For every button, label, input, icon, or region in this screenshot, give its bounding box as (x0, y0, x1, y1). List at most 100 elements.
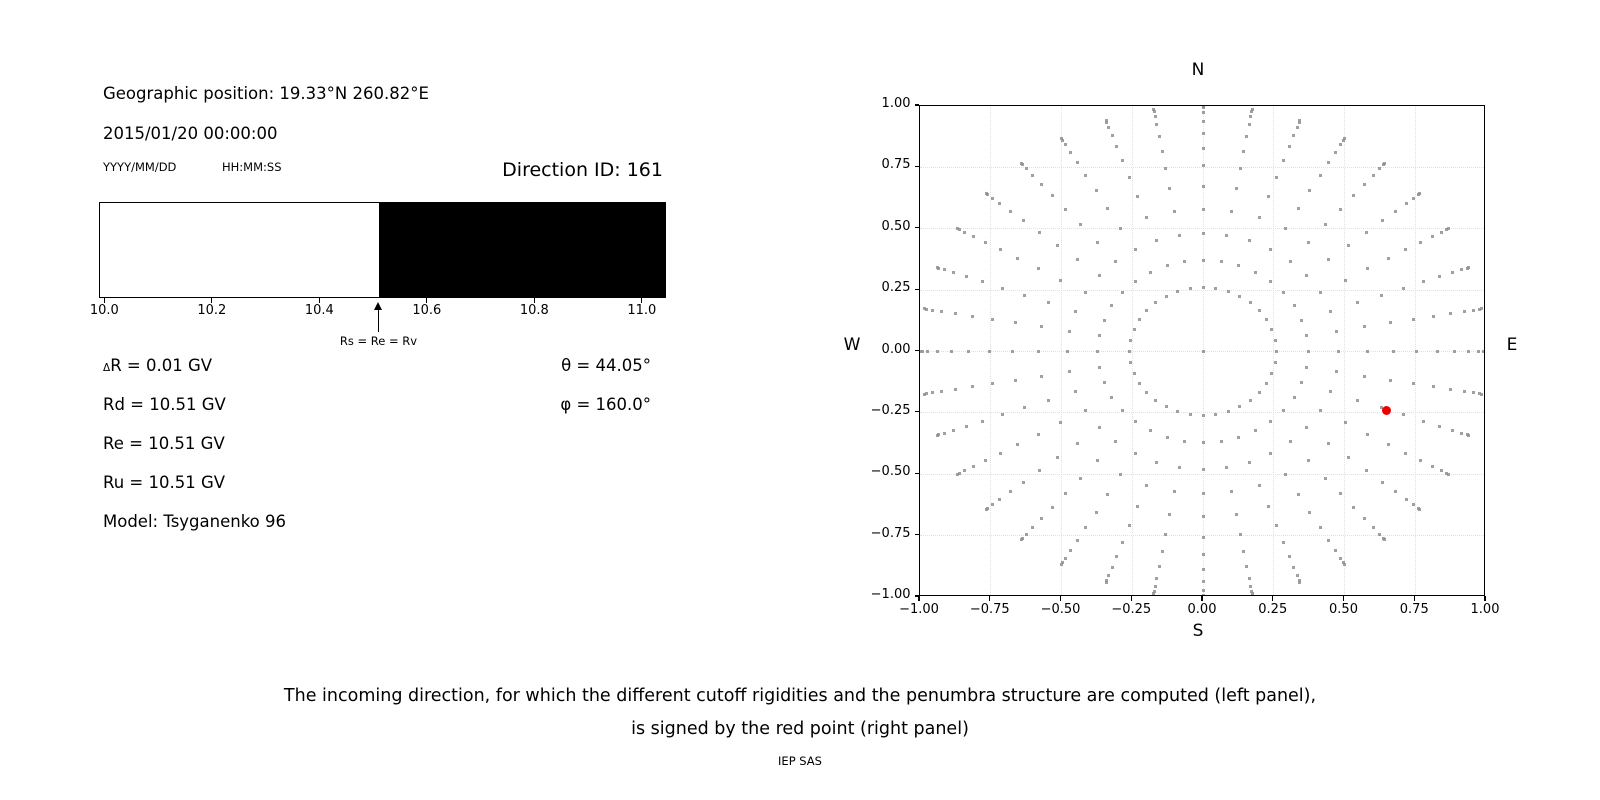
direction-dot (1061, 138, 1064, 142)
direction-dot (1446, 472, 1450, 476)
direction-dot (1305, 425, 1309, 429)
direction-dot (990, 382, 994, 386)
direction-dot (1335, 370, 1339, 374)
direction-dot (1039, 517, 1043, 521)
direction-dot (1152, 590, 1156, 594)
direction-dot (1160, 149, 1164, 153)
direction-dot (1292, 133, 1296, 137)
direction-dot (1120, 291, 1124, 295)
direction-dot (1254, 429, 1258, 433)
direction-dot (1318, 291, 1322, 295)
direction-dot (1419, 459, 1423, 463)
direction-dot (1133, 248, 1137, 252)
direction-dot (1000, 286, 1004, 290)
direction-dot (1437, 275, 1441, 279)
penumbra-tick-mark (211, 298, 213, 303)
direction-dot (1363, 182, 1367, 186)
direction-dot (1274, 175, 1278, 179)
direction-dot (1084, 291, 1088, 295)
direction-dot (1119, 473, 1123, 477)
direction-dot (1201, 164, 1205, 168)
direction-dot (1307, 459, 1311, 463)
delta-r-text: ΔR = 0.01 GV (103, 356, 212, 376)
direction-dot (1295, 125, 1299, 129)
direction-dot (1338, 207, 1342, 211)
direction-dot (1386, 257, 1390, 261)
direction-dot (1446, 227, 1450, 231)
direction-dot (1421, 419, 1425, 423)
direction-dot (1297, 579, 1301, 583)
direction-dot (1238, 294, 1242, 298)
direction-dot (1439, 469, 1443, 473)
penumbra-tick-mark (533, 298, 535, 303)
phi-text: φ = 160.0° (560, 395, 651, 414)
scatter-y-tick-label: 0.00 (881, 341, 911, 357)
direction-dot (983, 459, 987, 463)
direction-dot (965, 424, 969, 428)
direction-dot (986, 193, 990, 197)
direction-dot (1152, 109, 1156, 113)
direction-dot (1074, 309, 1078, 313)
direction-dot (981, 280, 985, 284)
direction-dot (1133, 280, 1137, 284)
direction-dot (1067, 329, 1071, 333)
direction-dot (1383, 538, 1387, 542)
direction-dot (1334, 549, 1338, 553)
scatter-x-tick-mark (918, 596, 920, 601)
compass-east-label: E (1506, 335, 1518, 355)
penumbra-tick-mark (426, 298, 428, 303)
direction-dot (1075, 258, 1079, 262)
cutoff-arrow-head (373, 302, 382, 310)
direction-dot (1300, 318, 1304, 322)
direction-dot (1172, 209, 1176, 213)
direction-dot (990, 317, 994, 321)
direction-dot (926, 350, 930, 353)
direction-dot (1037, 230, 1041, 234)
direction-dot (1347, 243, 1351, 247)
direction-dot (1201, 593, 1205, 595)
direction-dot (1096, 350, 1100, 353)
direction-dot (1282, 291, 1286, 295)
rd-text: Rd = 10.51 GV (103, 395, 226, 414)
direction-dot (1201, 553, 1205, 557)
direction-dot (958, 471, 962, 475)
direction-dot (1323, 476, 1327, 480)
direction-dot (1230, 209, 1233, 213)
direction-dot (963, 230, 967, 234)
direction-dot (1110, 395, 1114, 399)
direction-dot (1238, 167, 1242, 171)
direction-dot (1250, 590, 1254, 594)
direction-dot (1380, 406, 1384, 410)
direction-dot (940, 310, 944, 314)
direction-dot (1378, 532, 1382, 536)
direction-dot (998, 202, 1002, 206)
direction-dot (943, 268, 947, 272)
direction-dot (1128, 175, 1132, 179)
direction-dot (998, 497, 1002, 501)
direction-dot (1157, 564, 1161, 568)
direction-dot (1371, 526, 1375, 530)
direction-dot (1095, 240, 1099, 244)
direction-dot (1339, 143, 1342, 147)
scatter-y-tick-mark (914, 411, 919, 413)
direction-dot (1295, 574, 1299, 578)
direction-dot (1412, 503, 1416, 507)
direction-dot (1097, 274, 1101, 278)
direction-dot (1129, 361, 1133, 365)
direction-dot (1437, 424, 1441, 428)
direction-dot (1021, 219, 1025, 223)
direction-dot (1347, 456, 1351, 460)
direction-dot (937, 266, 941, 270)
direction-dot (1019, 161, 1023, 165)
direction-dot (1148, 429, 1152, 433)
direction-dot (1234, 512, 1238, 516)
direction-dot (1115, 555, 1119, 559)
direction-dot (1245, 135, 1249, 139)
direction-dot (1343, 562, 1346, 566)
direction-dot (1120, 408, 1124, 412)
direction-dot (1110, 304, 1114, 308)
direction-dot (937, 433, 941, 437)
direction-dot (1133, 419, 1137, 423)
direction-dot (1381, 219, 1385, 223)
direction-id-text: Direction ID: 161 (502, 159, 663, 181)
